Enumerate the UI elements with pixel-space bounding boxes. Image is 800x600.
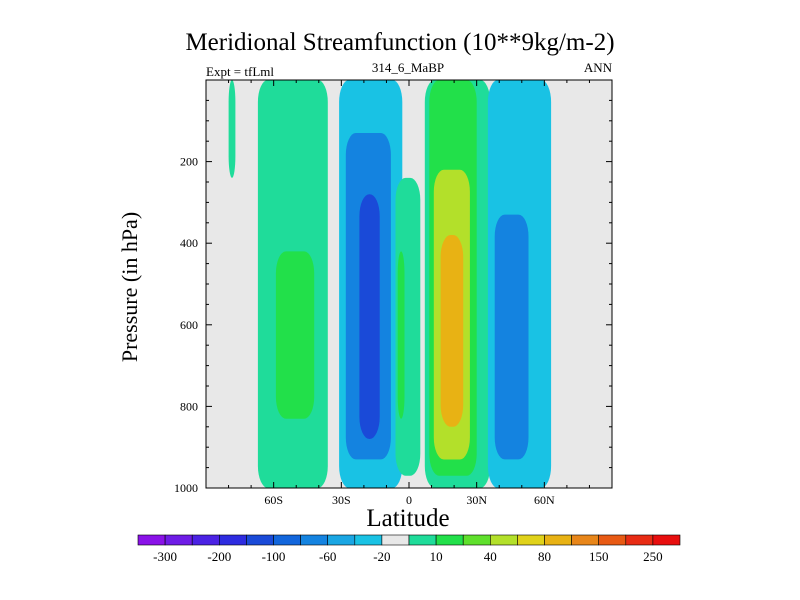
colorbar-swatch (300, 534, 329, 546)
x-tick-label: 60N (534, 493, 555, 507)
colorbar-label: -100 (262, 549, 286, 564)
colorbar-swatch (191, 534, 220, 546)
experiment-label: Expt = tfLml (206, 64, 274, 79)
colorbar-swatch (327, 534, 356, 546)
x-tick-label: 0 (406, 493, 412, 507)
colorbar-label: 250 (643, 549, 663, 564)
colorbar-swatch (246, 534, 274, 546)
colorbar-swatch (435, 534, 464, 546)
x-tick-label: 30N (466, 493, 487, 507)
contour-region-7 (397, 251, 405, 419)
colorbar-label: 10 (430, 549, 443, 564)
run-label: 314_6_MaBP (371, 60, 445, 75)
colorbar-swatch (273, 534, 301, 546)
contour-region-11 (440, 235, 464, 427)
x-tick-label: 30S (332, 493, 351, 507)
y-tick-label: 1000 (174, 481, 198, 495)
colorbar-swatch (137, 534, 166, 546)
colorbar-swatch (408, 534, 437, 546)
colorbar-label: 40 (484, 549, 497, 564)
colorbar-swatch (517, 534, 545, 546)
colorbar-swatch (164, 534, 193, 546)
colorbar-swatch (489, 534, 518, 546)
colorbar-swatch (571, 534, 599, 546)
colorbar-label: 80 (538, 549, 551, 564)
season-label: ANN (583, 60, 612, 75)
y-tick-label: 400 (180, 236, 198, 250)
contour-region-5 (359, 194, 380, 439)
colorbar-label: 150 (589, 549, 609, 564)
colorbar-swatch (462, 534, 491, 546)
chart-title: Meridional Streamfunction (10**9kg/m-2) (185, 29, 615, 56)
y-tick-label: 800 (180, 399, 198, 413)
colorbar-label: -200 (207, 549, 231, 564)
contour-region-0 (228, 80, 236, 178)
contour-region-2 (275, 251, 315, 419)
contour-region-13 (494, 214, 529, 460)
colorbar-swatch (381, 534, 410, 546)
colorbar-label: -60 (319, 549, 336, 564)
x-tick-label: 60S (264, 493, 283, 507)
colorbar-swatch (598, 534, 627, 546)
colorbar-label: -20 (373, 549, 390, 564)
y-tick-label: 200 (180, 155, 198, 169)
x-axis-label: Latitude (366, 505, 450, 532)
y-tick-label: 600 (180, 318, 198, 332)
colorbar-label: -300 (153, 549, 177, 564)
colorbar-swatch (219, 534, 247, 546)
colorbar-swatch (625, 534, 654, 546)
colorbar-swatch (544, 534, 572, 546)
colorbar-swatch (354, 534, 383, 546)
colorbar-swatch (652, 534, 681, 546)
